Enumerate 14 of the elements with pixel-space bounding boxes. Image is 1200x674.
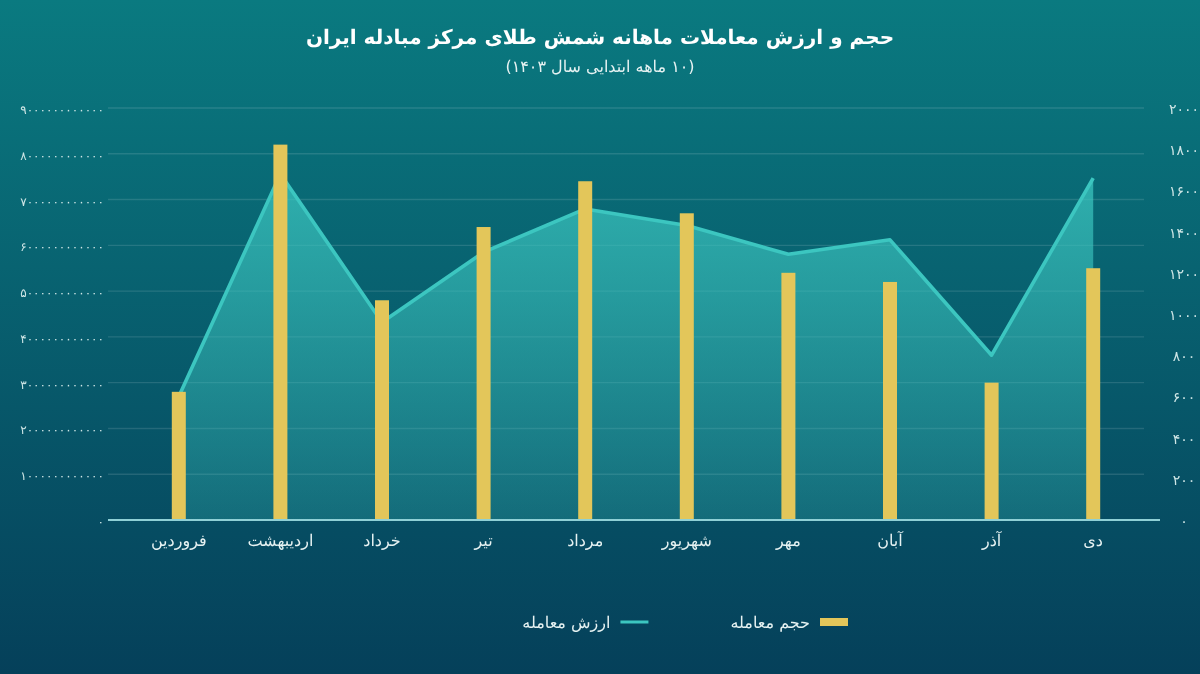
x-tick-label: دی	[1083, 532, 1104, 550]
legend-label: حجم معامله	[730, 614, 811, 632]
chart-title: حجم و ارزش معاملات ماهانه شمش طلای مرکز مبادله ایران	[305, 28, 895, 50]
legend-label: ارزش معامله	[522, 614, 611, 632]
x-tick-label: شهریور	[659, 532, 713, 550]
x-tick-label: تیر	[472, 532, 493, 550]
x-tick-label: خرداد	[363, 532, 401, 550]
chart-subtitle: (۱۰ ماهه ابتدایی سال ۱۴۰۳)	[505, 58, 695, 76]
x-tick-label: مرداد	[567, 532, 604, 550]
x-tick-label: فروردین	[150, 532, 207, 550]
x-tick-label: اردیبهشت	[247, 532, 314, 550]
x-tick-label: آذر	[979, 530, 1003, 550]
x-tick-label: مهر	[774, 532, 801, 550]
x-tick-label: آبان	[877, 530, 905, 550]
